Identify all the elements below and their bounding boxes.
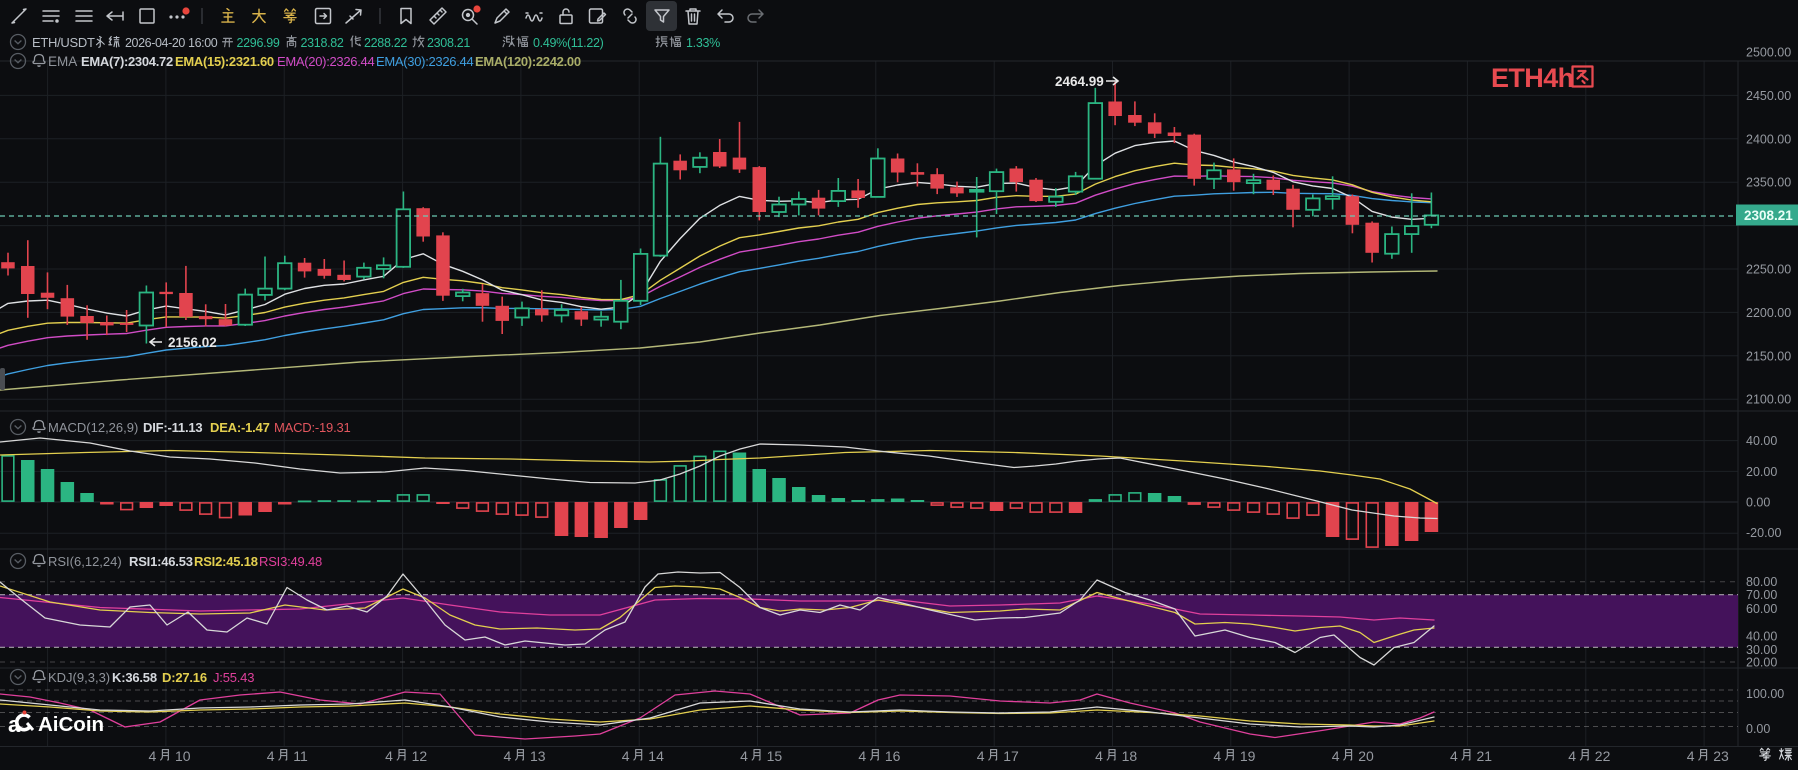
svg-text:40.00: 40.00 <box>1746 434 1777 448</box>
svg-text:EMA(120):2242.00: EMA(120):2242.00 <box>475 54 581 69</box>
svg-text:20.00: 20.00 <box>1746 465 1777 479</box>
svg-text:21: 21 <box>1477 748 1493 764</box>
svg-text:EMA(30):2326.44: EMA(30):2326.44 <box>376 54 473 69</box>
svg-text:J:55.43: J:55.43 <box>213 670 254 685</box>
svg-text:80.00: 80.00 <box>1746 575 1777 589</box>
svg-text:17: 17 <box>1003 748 1019 764</box>
svg-text:2200.00: 2200.00 <box>1746 306 1791 320</box>
svg-text:4: 4 <box>1095 748 1103 764</box>
svg-text:0.00: 0.00 <box>1746 722 1770 736</box>
svg-text:2296.99: 2296.99 <box>237 36 280 50</box>
svg-text:2156.02: 2156.02 <box>168 335 217 350</box>
svg-text:EMA(20):2326.44: EMA(20):2326.44 <box>277 54 374 69</box>
svg-text:RSI1:46.53: RSI1:46.53 <box>129 554 193 569</box>
svg-text:2464.99: 2464.99 <box>1055 74 1104 89</box>
svg-text:18: 18 <box>1122 748 1138 764</box>
svg-text:RSI3:49.48: RSI3:49.48 <box>259 554 322 569</box>
svg-text:EMA(7):2304.72: EMA(7):2304.72 <box>81 54 173 69</box>
svg-text:4: 4 <box>1332 748 1340 764</box>
svg-text:ETH4h: ETH4h <box>1491 63 1574 93</box>
svg-text:4: 4 <box>1687 748 1695 764</box>
svg-text:70.00: 70.00 <box>1746 588 1777 602</box>
svg-text:4: 4 <box>504 748 512 764</box>
svg-text:13: 13 <box>530 748 546 764</box>
svg-text:4: 4 <box>385 748 393 764</box>
svg-text:14: 14 <box>648 748 664 764</box>
svg-text:4: 4 <box>622 748 630 764</box>
svg-text:30.00: 30.00 <box>1746 643 1777 657</box>
svg-text:11: 11 <box>293 748 308 764</box>
svg-text:ETH/USDT: ETH/USDT <box>32 35 95 50</box>
svg-text:2026-04-20 16:00: 2026-04-20 16:00 <box>125 36 218 50</box>
svg-text:2250.00: 2250.00 <box>1746 263 1791 277</box>
svg-text:4: 4 <box>149 748 157 764</box>
svg-text:RSI2:45.18: RSI2:45.18 <box>194 554 258 569</box>
svg-text:0.00: 0.00 <box>1746 495 1770 509</box>
svg-text:D:27.16: D:27.16 <box>162 670 207 685</box>
svg-text:16: 16 <box>885 748 901 764</box>
svg-text:4: 4 <box>740 748 748 764</box>
svg-text:2100.00: 2100.00 <box>1746 393 1791 407</box>
svg-text:2288.22: 2288.22 <box>364 36 407 50</box>
svg-text:4: 4 <box>977 748 985 764</box>
svg-text:MACD:-19.31: MACD:-19.31 <box>274 420 351 435</box>
svg-text:4: 4 <box>1213 748 1221 764</box>
svg-text:AiCoin: AiCoin <box>38 713 104 736</box>
svg-text:4: 4 <box>1450 748 1458 764</box>
svg-text:12: 12 <box>412 748 428 764</box>
svg-text:EMA: EMA <box>48 54 77 69</box>
svg-text:EMA(15):2321.60: EMA(15):2321.60 <box>175 54 274 69</box>
svg-text:DEA:-1.47: DEA:-1.47 <box>210 420 270 435</box>
svg-text:2308.21: 2308.21 <box>427 36 470 50</box>
svg-text:20: 20 <box>1358 748 1374 764</box>
svg-text:60.00: 60.00 <box>1746 602 1777 616</box>
svg-text:4: 4 <box>858 748 866 764</box>
svg-text:-20.00: -20.00 <box>1746 526 1781 540</box>
svg-text:1.33%: 1.33% <box>686 36 720 50</box>
svg-text:23: 23 <box>1713 748 1729 764</box>
svg-text:2150.00: 2150.00 <box>1746 349 1791 363</box>
svg-text:RSI(6,12,24): RSI(6,12,24) <box>48 554 122 569</box>
svg-text:40.00: 40.00 <box>1746 630 1777 644</box>
svg-text:19: 19 <box>1240 748 1256 764</box>
svg-text:2500.00: 2500.00 <box>1746 46 1791 60</box>
svg-text:K:36.58: K:36.58 <box>112 670 157 685</box>
svg-text:DIF:-11.13: DIF:-11.13 <box>143 420 202 435</box>
svg-text:2308.21: 2308.21 <box>1744 208 1793 223</box>
svg-text:20.00: 20.00 <box>1746 656 1777 670</box>
svg-text:100.00: 100.00 <box>1746 687 1784 701</box>
svg-text:0.49%(11.22): 0.49%(11.22) <box>533 36 604 50</box>
svg-text:KDJ(9,3,3): KDJ(9,3,3) <box>48 670 110 685</box>
svg-text:2318.82: 2318.82 <box>301 36 344 50</box>
svg-text:2350.00: 2350.00 <box>1746 176 1791 190</box>
svg-text:2450.00: 2450.00 <box>1746 89 1791 103</box>
svg-text:22: 22 <box>1595 748 1611 764</box>
svg-text:10: 10 <box>175 748 191 764</box>
svg-text:2400.00: 2400.00 <box>1746 132 1791 146</box>
svg-text:MACD(12,26,9): MACD(12,26,9) <box>48 420 138 435</box>
svg-text:4: 4 <box>1568 748 1576 764</box>
svg-text:4: 4 <box>267 748 275 764</box>
svg-text:15: 15 <box>767 748 783 764</box>
